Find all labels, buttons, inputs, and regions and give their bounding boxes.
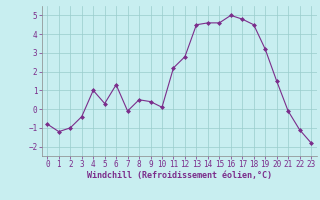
X-axis label: Windchill (Refroidissement éolien,°C): Windchill (Refroidissement éolien,°C)	[87, 171, 272, 180]
